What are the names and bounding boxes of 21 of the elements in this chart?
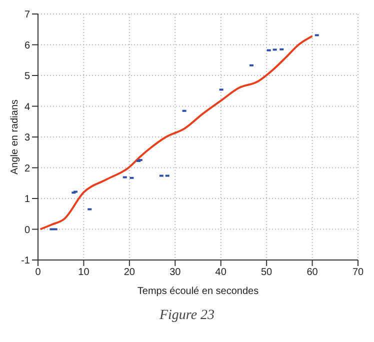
y-tick-label: -1: [21, 256, 30, 267]
y-tick-label: 7: [24, 10, 30, 21]
x-axis-title: Temps écoulé en secondes: [137, 286, 259, 297]
y-tick-label: 3: [24, 132, 30, 144]
y-tick-label: 5: [24, 71, 30, 82]
x-tick-label: 0: [35, 267, 42, 278]
y-tick-label: 0: [24, 224, 30, 236]
x-tick-label: 30: [170, 267, 182, 278]
x-tick-label: 10: [78, 267, 90, 278]
y-tick-label: 6: [24, 40, 30, 52]
x-tick-label: 60: [306, 267, 318, 278]
y-tick-label: 4: [24, 102, 30, 113]
x-tick-label: 50: [261, 267, 273, 278]
x-tick-label: 40: [215, 267, 227, 278]
y-tick-label: 2: [24, 163, 30, 174]
caption: Figure 23: [158, 308, 216, 324]
y-tick-label: 1: [24, 194, 30, 206]
x-tick-label: 20: [124, 267, 136, 278]
y-axis-title: Angle en radians: [10, 99, 21, 175]
x-tick-label: 70: [352, 267, 364, 278]
line-series: [39, 35, 314, 230]
